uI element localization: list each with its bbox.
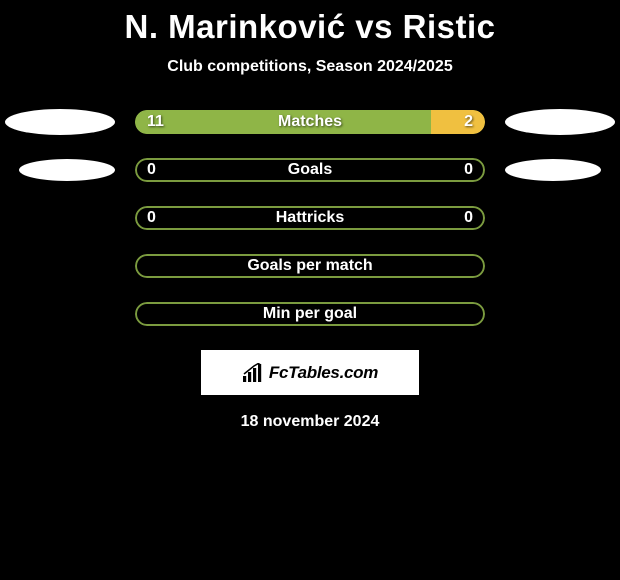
bar-label: Matches [135, 110, 485, 134]
stat-row: Min per goal [0, 302, 620, 326]
barchart-icon [242, 363, 264, 383]
player-left-ellipse [19, 159, 115, 181]
stat-bar: Goals per match [135, 254, 485, 278]
player-left-ellipse [5, 109, 115, 135]
bar-label: Min per goal [135, 302, 485, 326]
stat-bar: 00Goals [135, 158, 485, 182]
bar-label: Goals per match [135, 254, 485, 278]
footer-date: 18 november 2024 [0, 413, 620, 431]
stat-row: 112Matches [0, 110, 620, 134]
stat-bar: 112Matches [135, 110, 485, 134]
player-right-ellipse [505, 159, 601, 181]
stat-row: Goals per match [0, 254, 620, 278]
bar-label: Hattricks [135, 206, 485, 230]
stat-row: 00Hattricks [0, 206, 620, 230]
logo-text: FcTables.com [269, 363, 378, 383]
stat-rows: 112Matches 00Goals 00Hattricks Goals per ma… [0, 110, 620, 326]
subtitle: Club competitions, Season 2024/2025 [0, 58, 620, 76]
logo-box[interactable]: FcTables.com [201, 350, 419, 395]
comparison-card: N. Marinković vs Ristic Club competition… [0, 0, 620, 431]
stat-bar: 00Hattricks [135, 206, 485, 230]
stat-bar: Min per goal [135, 302, 485, 326]
bar-label: Goals [135, 158, 485, 182]
player-right-ellipse [505, 109, 615, 135]
stat-row: 00Goals [0, 158, 620, 182]
page-title: N. Marinković vs Ristic [0, 8, 620, 46]
